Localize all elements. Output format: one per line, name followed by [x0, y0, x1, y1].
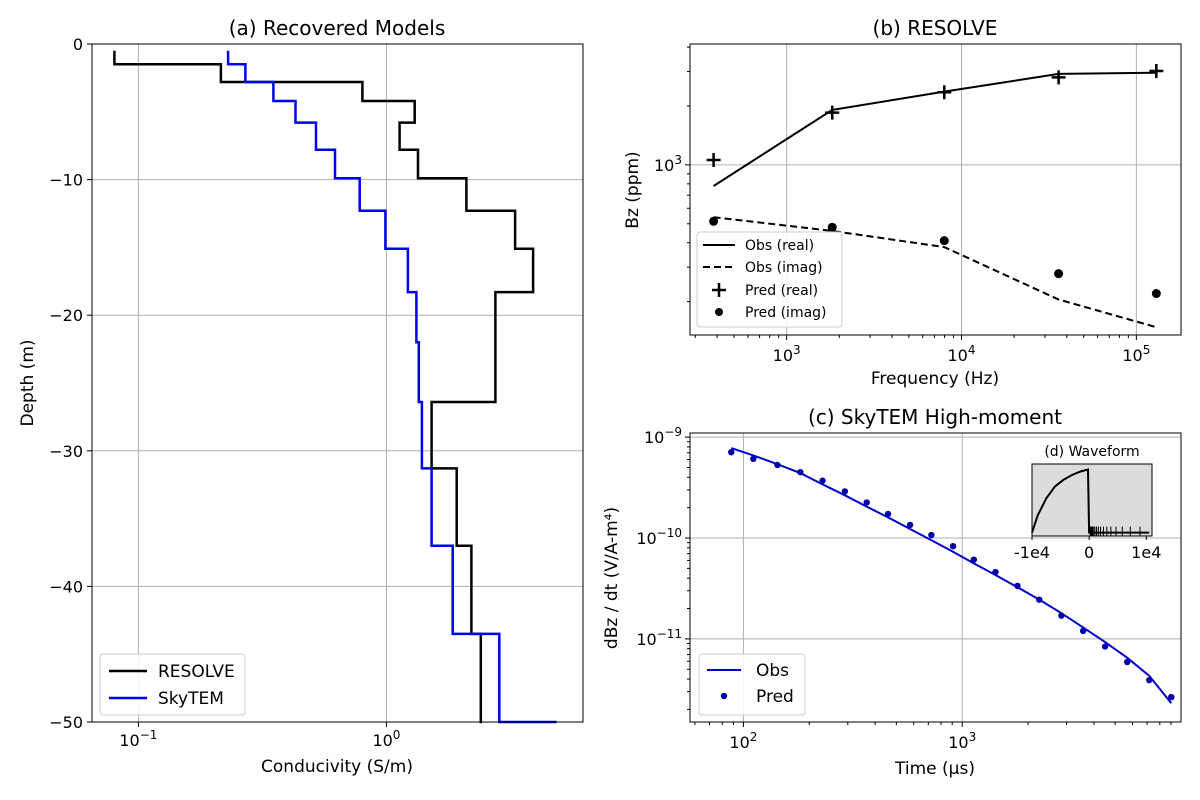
waveform-line: [1031, 468, 1150, 534]
panel-d-title: (d) Waveform: [1044, 444, 1139, 460]
series-pred-imag-marker: [1151, 289, 1161, 299]
panel-d-xtick-label: -1e4: [1014, 543, 1050, 562]
series-pred-marker: [1101, 643, 1109, 650]
series-pred-real-marker: [825, 105, 840, 120]
series-pred-marker: [1146, 676, 1153, 684]
panel-d-xtick-label: 0: [1084, 543, 1094, 562]
legend-label-pred-imag: Pred (imag): [745, 305, 827, 321]
panel-a-ytick-label: −20: [49, 306, 83, 325]
legend-label-skytem: SkyTEM: [158, 689, 224, 709]
panel-b-xtick-label: 103: [773, 343, 801, 365]
series-pred-marker: [797, 468, 804, 476]
panel-a-ytick-label: −40: [49, 577, 83, 596]
panel-a-frame: [91, 43, 584, 723]
panel-c-ytick-label: 10−10: [636, 526, 682, 548]
series-pred-marker: [906, 521, 914, 529]
series-pred-imag-marker: [827, 222, 837, 232]
panel-c-xtick-label: 102: [729, 730, 757, 752]
series-pred-marker: [863, 499, 870, 506]
panel-b-legend: Obs (real) Obs (imag) Pred (real) Pred (…: [696, 231, 843, 328]
series-pred-marker: [750, 455, 757, 463]
series-pred-marker: [819, 477, 826, 484]
series-obs-line: [730, 447, 1173, 704]
panel-c-xtick-label: 103: [948, 730, 976, 752]
panel-a-ylabel: Depth (m): [18, 339, 38, 426]
panel-c-ytick-label: 10−9: [644, 425, 682, 447]
series-pred-marker: [928, 531, 935, 539]
series-pred-marker: [1058, 612, 1065, 619]
series-pred-marker: [1014, 582, 1021, 590]
panel-a-title: (a) Recovered Models: [229, 16, 446, 40]
series-pred-marker: [970, 556, 978, 563]
panel-a-ytick-label: −10: [49, 171, 83, 190]
panel-a: 10−1 100 0 −10 −20 −30 −40 −50 (a) Recovered Mo…: [18, 16, 584, 777]
panel-c-frame: [689, 432, 1182, 723]
series-obs-imag-line: [713, 216, 1157, 329]
series-pred-marker: [1036, 596, 1043, 603]
series-resolve-line: [113, 50, 535, 724]
panel-c-title: (c) SkyTEM High-moment: [808, 405, 1062, 429]
series-pred-marker: [1124, 658, 1131, 666]
legend-label-pred-real: Pred (real): [745, 283, 818, 299]
series-pred-marker: [1168, 693, 1175, 701]
series-pred-real-marker: [1149, 64, 1164, 79]
panel-b-xtick-label: 105: [1122, 343, 1150, 365]
panel-a-legend: RESOLVE SkyTEM: [99, 653, 246, 716]
panel-b-title: (b) RESOLVE: [873, 16, 998, 40]
series-pred-imag-marker: [1054, 269, 1064, 279]
panel-d-background: [1031, 463, 1153, 537]
panel-a-ytick-label: 0: [73, 35, 83, 54]
panel-c-ylabel: dBz / dt (V/A-m⁴): [602, 507, 622, 649]
panel-a-ytick-label: −30: [49, 442, 83, 461]
series-pred-marker: [949, 542, 957, 550]
series-pred-real-marker: [706, 152, 721, 167]
panel-a-xtick-label: 10−1: [119, 728, 157, 750]
panel-a-ytick-label: −50: [49, 713, 83, 732]
series-pred-marker: [992, 568, 999, 576]
panel-c-legend: Obs Pred: [698, 653, 806, 716]
legend-label-resolve: RESOLVE: [158, 662, 235, 682]
series-pred-marker: [884, 510, 892, 518]
panel-b-frame: [689, 43, 1182, 336]
series-pred-marker: [1079, 627, 1087, 635]
panel-c: 102 103 10−9 10−10 10−11 (c) SkyTEM High-mom…: [602, 405, 1182, 779]
panel-a-xlabel: Conducivity (S/m): [261, 757, 413, 777]
series-pred-imag-marker: [709, 216, 719, 226]
panel-b-ytick-label: 103: [654, 153, 682, 175]
panel-d-inset: -1e4 0 1e4 (d) Waveform: [1014, 444, 1161, 562]
series-pred-real-marker: [937, 85, 952, 100]
panel-b-ylabel: Bz (ppm): [623, 151, 643, 228]
series-pred-marker: [841, 488, 849, 495]
legend-label-pred: Pred: [756, 687, 794, 707]
legend-label-obs-real: Obs (real): [745, 238, 814, 254]
series-pred-real-marker: [1051, 70, 1066, 85]
panel-b-xlabel: Frequency (Hz): [871, 369, 999, 389]
series-skytem-line: [226, 50, 557, 724]
series-pred-marker: [728, 448, 735, 456]
legend-label-obs-imag: Obs (imag): [745, 260, 823, 276]
panel-a-xtick-label: 100: [372, 728, 400, 750]
series-pred-imag-marker: [939, 236, 949, 246]
panel-c-xlabel: Time (μs): [894, 759, 975, 779]
panel-d-xtick-label: 1e4: [1131, 543, 1161, 562]
series-pred-marker: [774, 461, 781, 469]
legend-label-obs: Obs: [756, 661, 789, 681]
panel-b-xtick-label: 104: [948, 343, 976, 365]
panel-c-ytick-label: 10−11: [636, 627, 682, 649]
